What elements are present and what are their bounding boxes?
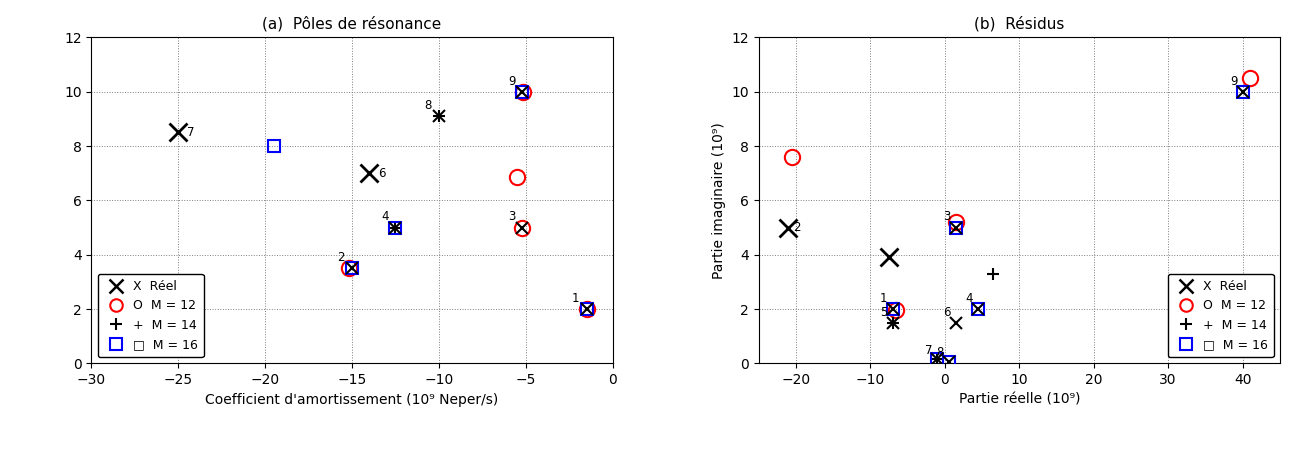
Text: 9: 9: [1230, 75, 1237, 88]
Text: 6: 6: [943, 306, 951, 319]
Text: 2: 2: [794, 221, 801, 234]
Title: (b)  Résidus: (b) Résidus: [974, 16, 1064, 32]
Legend: X  Réel, O  M = 12, +  M = 14, □  M = 16: X Réel, O M = 12, + M = 14, □ M = 16: [1168, 274, 1273, 357]
Text: 2: 2: [337, 251, 345, 264]
X-axis label: Partie réelle (10⁹): Partie réelle (10⁹): [959, 393, 1080, 407]
Text: 7: 7: [925, 344, 932, 356]
Text: 3: 3: [943, 211, 951, 224]
Text: 1: 1: [880, 292, 888, 305]
Text: 9: 9: [508, 75, 516, 88]
Text: 4: 4: [381, 211, 388, 224]
Title: (a)  Pôles de résonance: (a) Pôles de résonance: [263, 16, 441, 32]
Text: 4: 4: [965, 292, 973, 305]
Text: 7: 7: [187, 126, 195, 139]
Text: 3: 3: [508, 211, 516, 224]
Text: 1: 1: [572, 292, 580, 305]
Text: 5: 5: [880, 306, 888, 319]
X-axis label: Coefficient d'amortissement (10⁹ Neper/s): Coefficient d'amortissement (10⁹ Neper/s…: [205, 393, 499, 407]
Y-axis label: Partie imaginaire (10⁹): Partie imaginaire (10⁹): [712, 122, 726, 279]
Legend: X  Réel, O  M = 12, +  M = 14, □  M = 16: X Réel, O M = 12, + M = 14, □ M = 16: [98, 274, 204, 357]
Text: 8: 8: [424, 99, 432, 112]
Text: 6: 6: [379, 167, 385, 180]
Text: 8: 8: [936, 346, 943, 359]
